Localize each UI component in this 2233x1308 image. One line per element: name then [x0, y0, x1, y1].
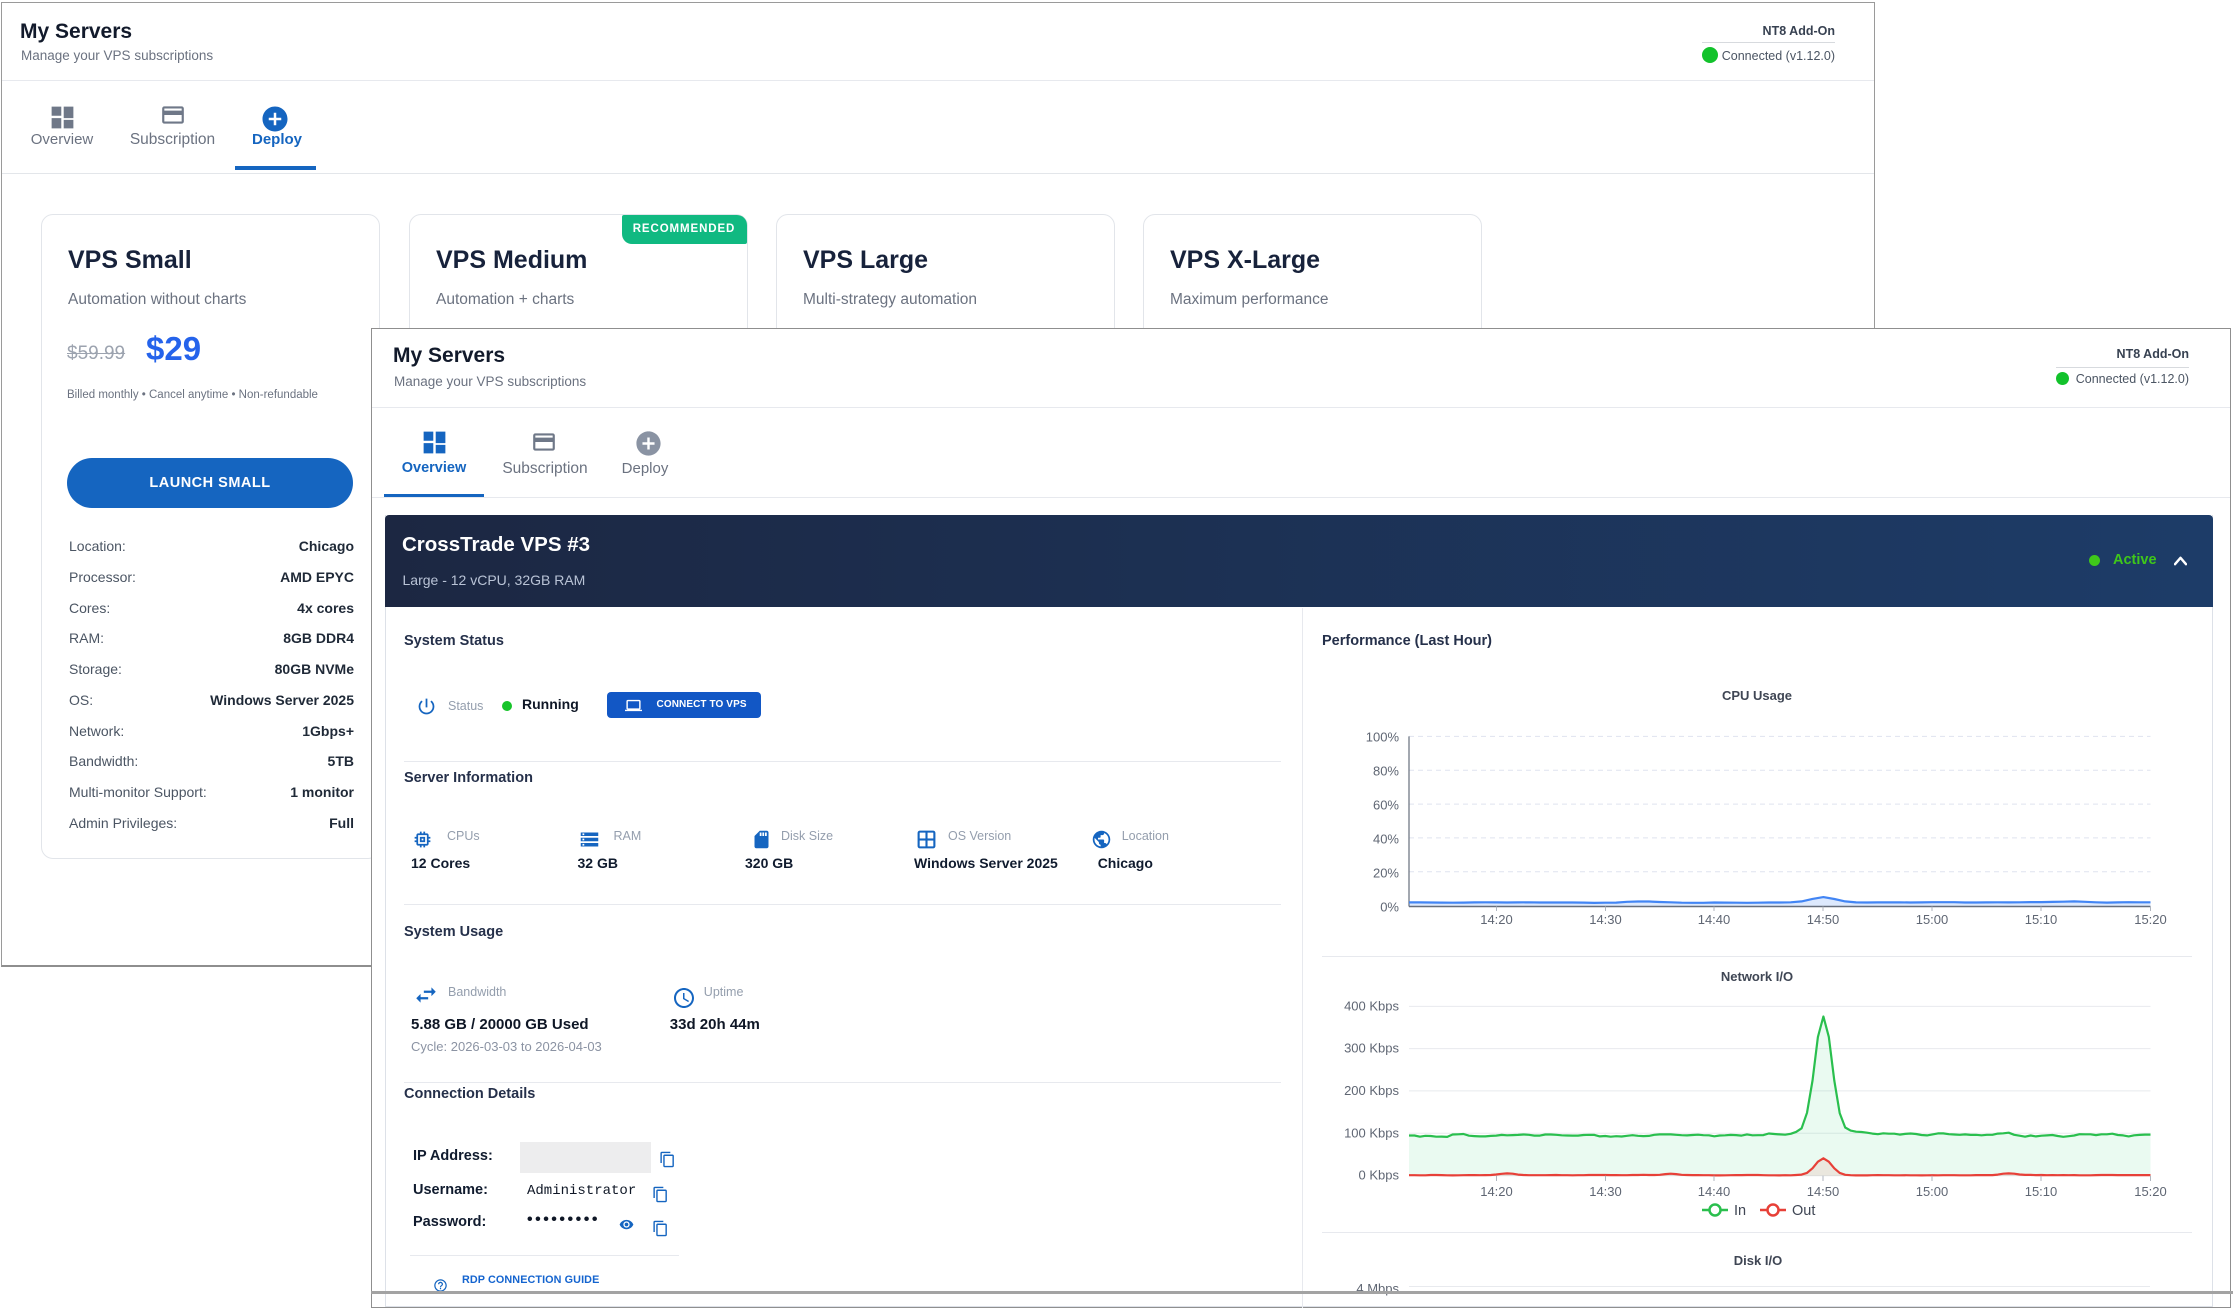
svg-text:14:50: 14:50: [1807, 912, 1840, 927]
svg-text:15:00: 15:00: [1916, 1184, 1949, 1199]
svg-text:100%: 100%: [1366, 730, 1400, 745]
svg-text:300 Kbps: 300 Kbps: [1344, 1041, 1399, 1056]
svg-text:60%: 60%: [1373, 798, 1399, 813]
svg-text:In: In: [1734, 1203, 1746, 1219]
svg-text:100 Kbps: 100 Kbps: [1344, 1125, 1399, 1140]
svg-text:Out: Out: [1792, 1203, 1815, 1219]
svg-text:14:30: 14:30: [1589, 1184, 1622, 1199]
svg-text:200 Kbps: 200 Kbps: [1344, 1083, 1399, 1098]
svg-text:14:20: 14:20: [1480, 912, 1513, 927]
svg-text:0 Kbps: 0 Kbps: [1359, 1168, 1400, 1183]
svg-text:14:40: 14:40: [1698, 1184, 1731, 1199]
svg-text:15:10: 15:10: [2025, 1184, 2058, 1199]
svg-text:400 Kbps: 400 Kbps: [1344, 999, 1399, 1014]
svg-text:15:00: 15:00: [1916, 912, 1949, 927]
svg-text:80%: 80%: [1373, 764, 1399, 779]
svg-text:14:50: 14:50: [1807, 1184, 1840, 1199]
svg-text:14:20: 14:20: [1480, 1184, 1513, 1199]
svg-text:15:10: 15:10: [2025, 912, 2058, 927]
svg-text:0%: 0%: [1380, 900, 1399, 915]
svg-text:Network I/O: Network I/O: [1721, 969, 1793, 984]
svg-text:14:40: 14:40: [1698, 912, 1731, 927]
svg-text:14:30: 14:30: [1589, 912, 1622, 927]
svg-text:20%: 20%: [1373, 866, 1399, 881]
svg-text:15:20: 15:20: [2134, 912, 2167, 927]
svg-text:40%: 40%: [1373, 832, 1399, 847]
svg-text:15:20: 15:20: [2134, 1184, 2167, 1199]
svg-text:CPU Usage: CPU Usage: [1722, 688, 1792, 703]
